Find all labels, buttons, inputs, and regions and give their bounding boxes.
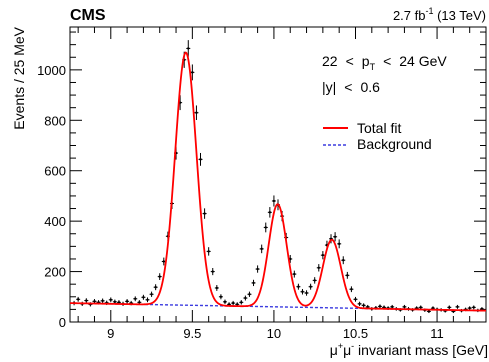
data-point (333, 232, 338, 242)
pt-cut-label: 22 < pT <24 GeV (322, 53, 447, 72)
data-points (72, 40, 484, 314)
data-point (353, 296, 358, 302)
x-tick-label: 11 (430, 326, 444, 341)
data-point (76, 296, 81, 302)
data-point (361, 303, 366, 308)
data-point (263, 222, 268, 233)
data-point (377, 304, 382, 309)
x-axis-ticks: 9 9.5 10 10.5 11 (77, 27, 487, 341)
legend: Total fit Background (323, 120, 432, 152)
rapidity-cut-label: |y| <0.6 (322, 79, 380, 95)
data-point (100, 298, 105, 304)
data-point (390, 304, 395, 309)
data-point (243, 295, 248, 301)
data-point (271, 195, 276, 207)
data-point (231, 300, 236, 306)
data-point (357, 301, 362, 306)
data-point (296, 283, 301, 290)
data-point (214, 285, 219, 291)
experiment-label: CMS (70, 7, 106, 24)
data-point (251, 279, 256, 287)
y-axis-label: Events / 25 MeV (11, 26, 27, 129)
x-tick-label: 9.5 (183, 326, 201, 341)
data-point (345, 271, 350, 279)
x-tick-label: 9 (107, 326, 114, 341)
y-tick-label: 200 (44, 265, 66, 280)
y-tick-label: 800 (44, 113, 66, 128)
data-point (108, 297, 113, 303)
data-point (202, 208, 207, 219)
data-point (145, 297, 150, 303)
data-point (455, 304, 460, 309)
luminosity-label: 2.7 fb-1 (13 TeV) (393, 6, 486, 23)
y-tick-label: 400 (44, 214, 66, 229)
data-point (206, 247, 211, 256)
y-tick-label: 0 (59, 315, 66, 330)
data-point (141, 294, 146, 300)
data-point (239, 300, 244, 305)
data-point (186, 40, 191, 57)
data-point (337, 239, 342, 249)
legend-fit-label: Total fit (357, 120, 401, 136)
data-point (341, 256, 346, 265)
data-point (194, 105, 199, 120)
data-point (304, 290, 309, 296)
data-point (149, 291, 154, 297)
x-tick-label: 10.5 (343, 326, 368, 341)
data-point (210, 268, 215, 276)
data-point (255, 265, 260, 273)
y-tick-label: 600 (44, 164, 66, 179)
data-point (133, 296, 138, 302)
data-point (308, 283, 313, 290)
data-point (300, 288, 305, 295)
legend-background-label: Background (357, 136, 432, 152)
total-fit-curve (69, 51, 487, 312)
data-point (153, 284, 158, 291)
data-point (471, 305, 476, 310)
data-point (267, 207, 272, 218)
data-point (198, 152, 203, 166)
data-point (92, 299, 97, 304)
y-axis-ticks: 0 200 400 600 800 1000 (37, 31, 486, 330)
data-point (247, 291, 252, 297)
data-point (292, 270, 297, 278)
data-point (218, 294, 223, 300)
y-tick-label: 1000 (37, 63, 66, 78)
data-point (84, 298, 89, 303)
data-point (447, 305, 452, 310)
data-point (190, 64, 195, 81)
x-axis-label: μ+μ- invariant mass [GeV] (330, 341, 488, 358)
data-point (349, 286, 354, 293)
data-point (259, 244, 264, 254)
plot-frame (69, 26, 487, 323)
data-point (312, 277, 317, 284)
data-point (125, 299, 130, 304)
x-tick-label: 10 (267, 326, 281, 341)
data-point (467, 306, 472, 311)
data-point (222, 299, 227, 305)
data-point (320, 251, 325, 260)
data-point (157, 273, 162, 280)
data-point (402, 304, 407, 309)
data-point (316, 264, 321, 272)
